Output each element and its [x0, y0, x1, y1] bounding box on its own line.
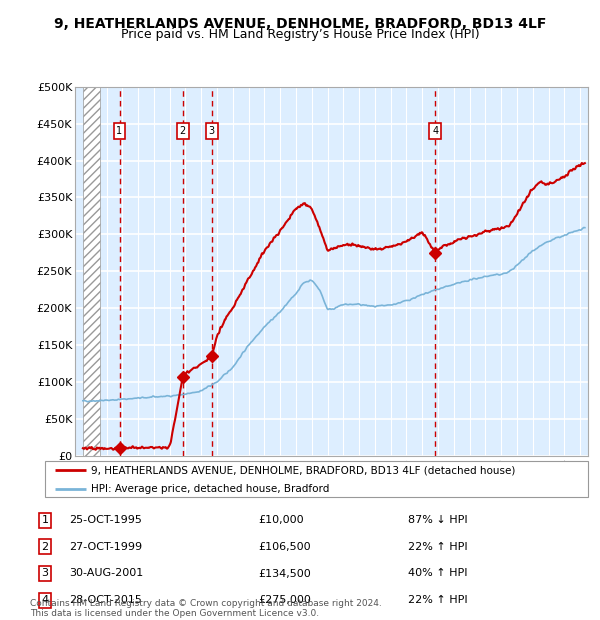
Text: 9, HEATHERLANDS AVENUE, DENHOLME, BRADFORD, BD13 4LF: 9, HEATHERLANDS AVENUE, DENHOLME, BRADFO…: [54, 17, 546, 30]
Text: 4: 4: [41, 595, 49, 605]
Text: 40% ↑ HPI: 40% ↑ HPI: [408, 569, 467, 578]
Text: 28-OCT-2015: 28-OCT-2015: [69, 595, 142, 605]
Text: 1: 1: [41, 515, 49, 525]
Text: 1: 1: [116, 126, 122, 136]
Text: 25-OCT-1995: 25-OCT-1995: [69, 515, 142, 525]
Bar: [83, 87, 100, 456]
Text: Contains HM Land Registry data © Crown copyright and database right 2024.: Contains HM Land Registry data © Crown c…: [30, 600, 382, 608]
Text: 3: 3: [41, 569, 49, 578]
Text: HPI: Average price, detached house, Bradford: HPI: Average price, detached house, Brad…: [91, 484, 329, 494]
Text: 2: 2: [179, 126, 186, 136]
Text: 9, HEATHERLANDS AVENUE, DENHOLME, BRADFORD, BD13 4LF (detached house): 9, HEATHERLANDS AVENUE, DENHOLME, BRADFO…: [91, 465, 515, 476]
Text: £10,000: £10,000: [258, 515, 304, 525]
Text: 27-OCT-1999: 27-OCT-1999: [69, 542, 142, 552]
Text: This data is licensed under the Open Government Licence v3.0.: This data is licensed under the Open Gov…: [30, 609, 319, 618]
Text: 3: 3: [209, 126, 215, 136]
Text: Price paid vs. HM Land Registry’s House Price Index (HPI): Price paid vs. HM Land Registry’s House …: [121, 29, 479, 41]
Text: 4: 4: [432, 126, 438, 136]
Text: £106,500: £106,500: [258, 542, 311, 552]
Text: £275,000: £275,000: [258, 595, 311, 605]
Text: £134,500: £134,500: [258, 569, 311, 578]
Text: 87% ↓ HPI: 87% ↓ HPI: [408, 515, 467, 525]
Text: 2: 2: [41, 542, 49, 552]
FancyBboxPatch shape: [45, 461, 588, 497]
Text: 22% ↑ HPI: 22% ↑ HPI: [408, 595, 467, 605]
Text: 30-AUG-2001: 30-AUG-2001: [69, 569, 143, 578]
Text: 22% ↑ HPI: 22% ↑ HPI: [408, 542, 467, 552]
